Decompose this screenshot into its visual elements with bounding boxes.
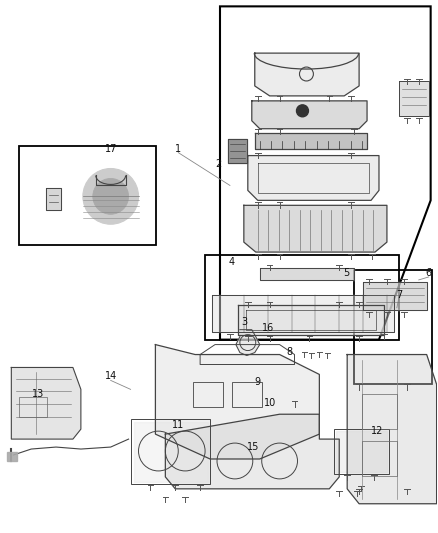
Bar	[362, 394, 397, 429]
Circle shape	[83, 168, 138, 224]
Text: 9: 9	[254, 377, 261, 387]
Bar	[205, 255, 399, 340]
Bar	[19, 397, 47, 417]
Polygon shape	[236, 330, 260, 356]
Polygon shape	[134, 422, 208, 482]
Bar	[362, 441, 397, 476]
Polygon shape	[248, 156, 379, 200]
Polygon shape	[238, 305, 384, 335]
Polygon shape	[46, 188, 61, 211]
Bar	[193, 382, 223, 407]
Bar	[334, 429, 389, 474]
Polygon shape	[260, 268, 354, 280]
Text: 13: 13	[32, 389, 44, 399]
Text: 14: 14	[105, 372, 117, 382]
Polygon shape	[363, 282, 427, 310]
Polygon shape	[228, 139, 247, 163]
Bar	[19, 146, 156, 245]
Text: 8: 8	[286, 346, 293, 357]
Bar	[232, 382, 262, 407]
Text: 7: 7	[396, 290, 402, 300]
Text: 5: 5	[343, 268, 350, 278]
Polygon shape	[252, 101, 367, 129]
Polygon shape	[155, 345, 319, 459]
Polygon shape	[347, 354, 437, 504]
Polygon shape	[7, 452, 17, 461]
Polygon shape	[336, 431, 387, 472]
Polygon shape	[399, 81, 429, 116]
Circle shape	[93, 179, 129, 214]
Text: 3: 3	[242, 317, 248, 327]
Text: 1: 1	[175, 143, 181, 154]
Text: 2: 2	[215, 158, 221, 168]
Bar	[131, 419, 210, 484]
Polygon shape	[212, 295, 394, 332]
Text: 12: 12	[371, 426, 383, 436]
Text: 15: 15	[247, 442, 259, 452]
Circle shape	[297, 105, 308, 117]
Polygon shape	[11, 367, 81, 439]
Text: 16: 16	[261, 322, 274, 333]
Text: 10: 10	[264, 398, 276, 408]
Polygon shape	[244, 205, 387, 252]
Text: 6: 6	[426, 268, 432, 278]
Text: 4: 4	[229, 257, 235, 267]
Polygon shape	[255, 53, 359, 96]
Bar	[354, 270, 431, 384]
Polygon shape	[165, 414, 339, 489]
Text: 17: 17	[105, 143, 117, 154]
Text: 11: 11	[172, 420, 184, 430]
Polygon shape	[255, 133, 367, 149]
